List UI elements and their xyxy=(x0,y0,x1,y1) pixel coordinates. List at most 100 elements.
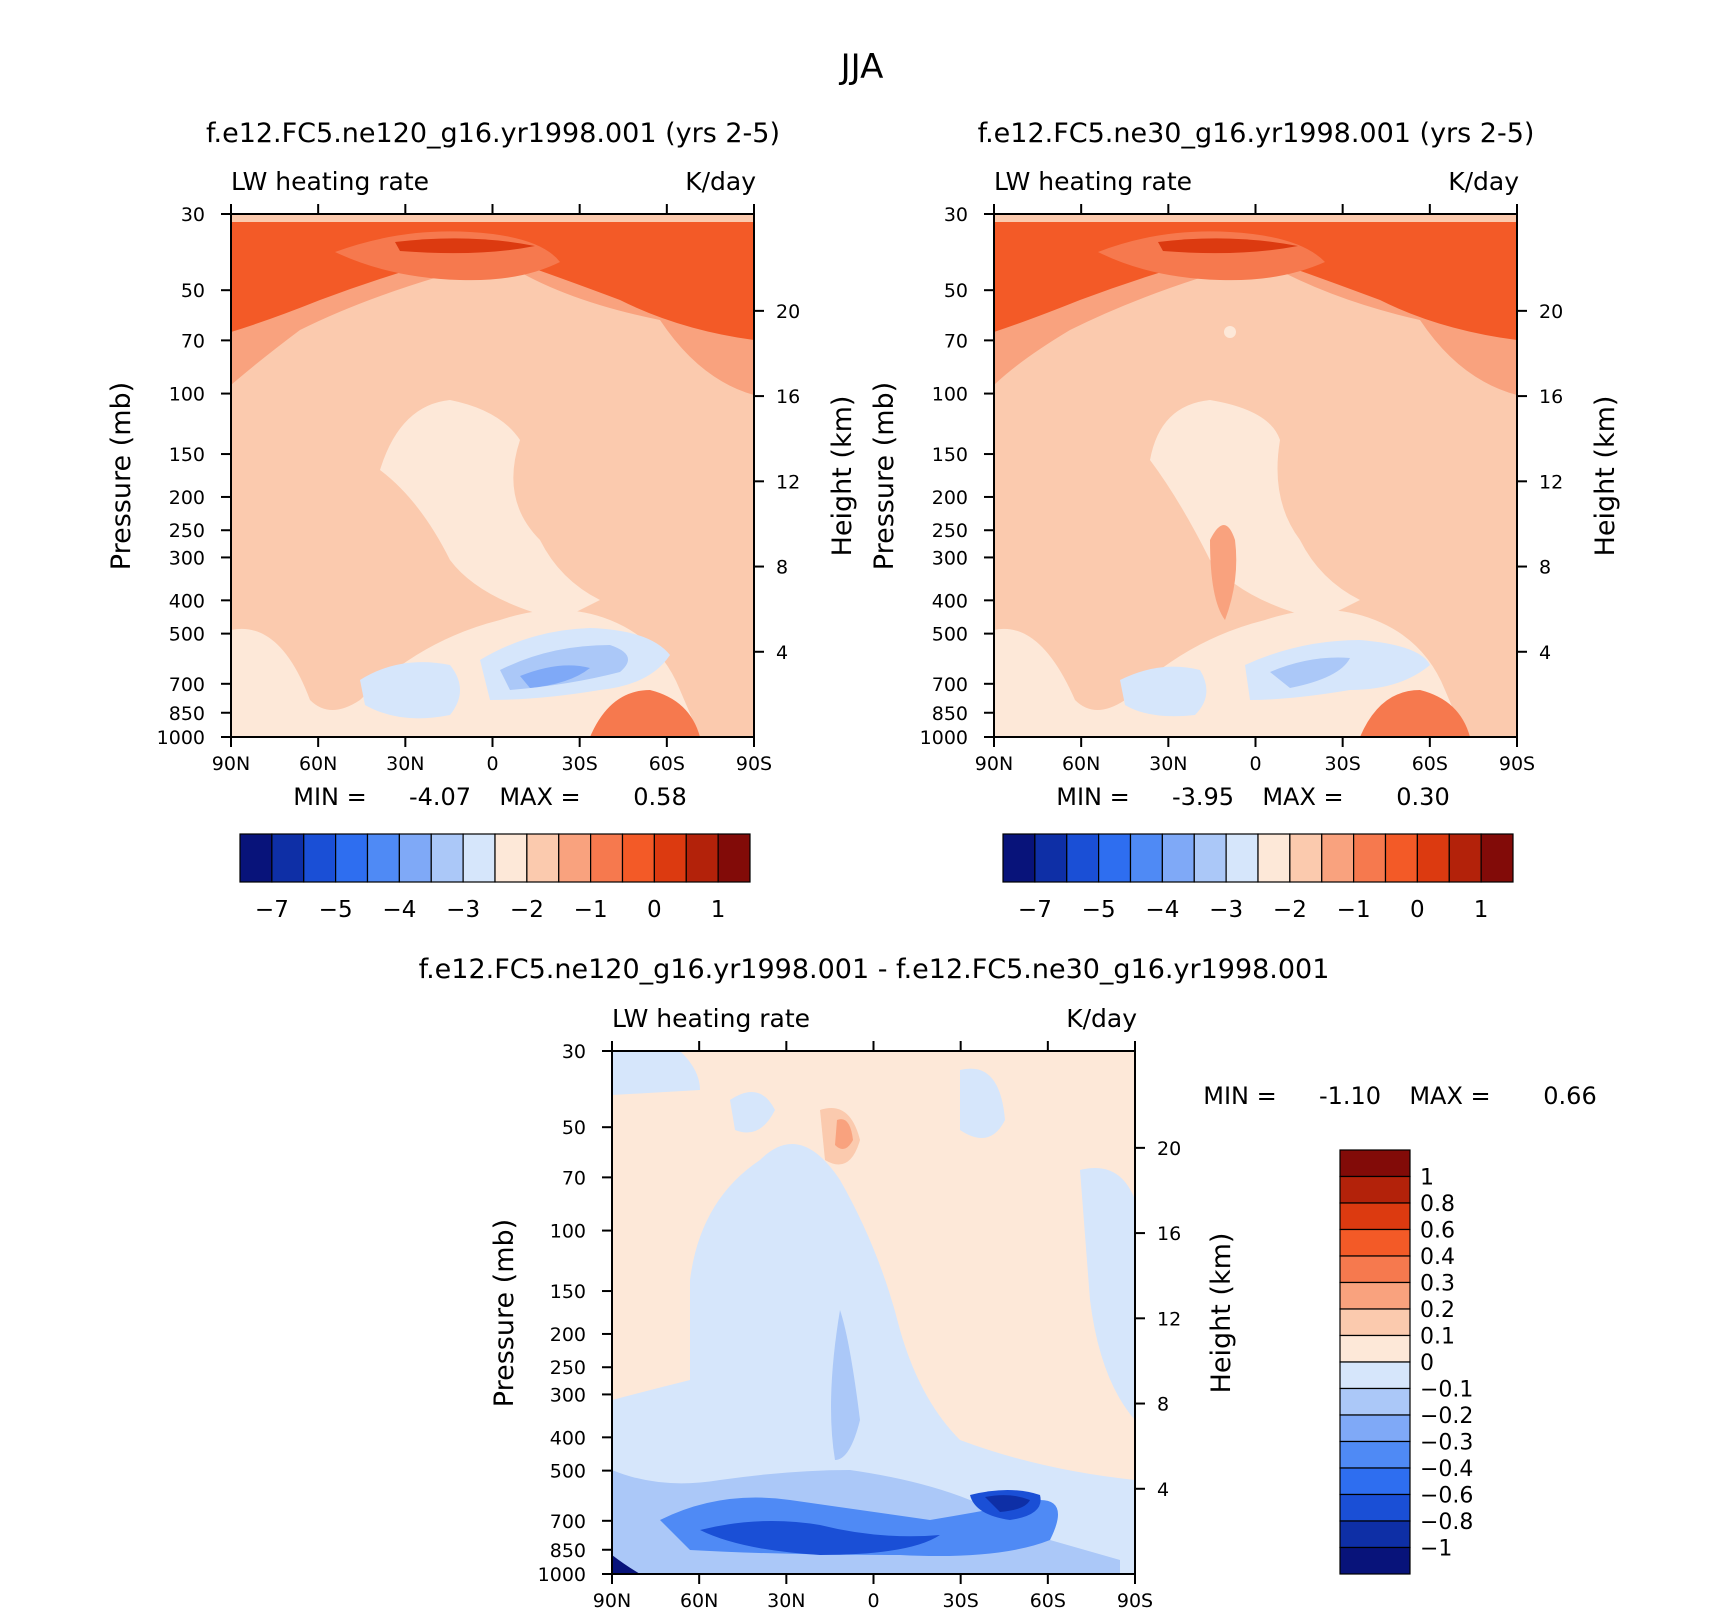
colorbar: −7 −5 −4 −3 −2 −1 0 1 xyxy=(1002,833,1514,923)
max-label: MAX = xyxy=(1262,783,1343,811)
colorbar-tick-label: 1 xyxy=(711,897,726,923)
x-tick-label: 30S xyxy=(562,753,598,775)
field-diff-blue-upper-right xyxy=(960,1068,1005,1138)
colorbar-tick-label: 0.1 xyxy=(1420,1325,1455,1350)
colorbar-swatch xyxy=(1448,833,1482,883)
colorbar-tick-label: −2 xyxy=(510,897,544,923)
colorbar-tick-label: −1 xyxy=(574,897,608,923)
colorbar-tick-label: 1 xyxy=(1474,897,1489,923)
y2-tick-label: 20 xyxy=(1157,1138,1181,1160)
y2-tick-label: 20 xyxy=(1539,301,1563,323)
colorbar-tick-label: −3 xyxy=(446,897,480,923)
colorbar-tick-label: −4 xyxy=(1145,897,1179,923)
y-tick-label: 500 xyxy=(932,624,968,646)
y2-tick-label: 16 xyxy=(1539,386,1563,408)
colorbar-swatch xyxy=(717,833,751,883)
panel-ne120: f.e12.FC5.ne120_g16.yr1998.001 (yrs 2-5)… xyxy=(106,118,858,923)
x-tick-label: 60S xyxy=(1412,753,1448,775)
colorbar-tick-label: −0.2 xyxy=(1420,1404,1473,1429)
field-lowlevel-blue1 xyxy=(1120,666,1207,717)
panel-ne30: f.e12.FC5.ne30_g16.yr1998.001 (yrs 2-5) … xyxy=(869,118,1621,923)
y-tick-label: 1000 xyxy=(920,727,968,749)
colorbar-swatch xyxy=(1480,833,1514,883)
colorbar-swatch xyxy=(1002,833,1036,883)
colorbar-swatch xyxy=(1161,833,1195,883)
x-tick-label: 30N xyxy=(767,1590,805,1611)
colorbar-tick-label: 0 xyxy=(647,897,662,923)
colorbar-tick-label: −4 xyxy=(382,897,416,923)
colorbar-swatch xyxy=(590,833,624,883)
y-tick-label: 700 xyxy=(169,674,205,696)
colorbar-swatch xyxy=(1193,833,1227,883)
colorbar-tick-label: 0.4 xyxy=(1420,1245,1455,1270)
max-label: MAX = xyxy=(1409,1082,1490,1110)
y-tick-label: 300 xyxy=(932,547,968,569)
x-tick-label: 30S xyxy=(943,1590,979,1611)
y-tick-label: 400 xyxy=(932,590,968,612)
colorbar-swatch xyxy=(1339,1546,1411,1575)
x-tick-label: 30N xyxy=(1149,753,1187,775)
colorbar-swatch xyxy=(430,833,464,883)
colorbar-swatch xyxy=(526,833,560,883)
y-tick-label: 1000 xyxy=(157,727,205,749)
y2-tick-label: 20 xyxy=(776,301,800,323)
colorbar-swatch xyxy=(1339,1361,1411,1390)
axes: 90N 60N 30N 0 30S 60S 90S 30 50 70 100 150 200 250 300… xyxy=(538,1041,1181,1611)
y2-tick-label: 4 xyxy=(1157,1479,1169,1501)
y-tick-label: 30 xyxy=(181,204,205,226)
y-tick-label: 300 xyxy=(550,1384,586,1406)
y-tick-label: 250 xyxy=(169,520,205,542)
y-axis-label: Pressure (mb) xyxy=(869,382,900,570)
colorbar-tick-label: 0.8 xyxy=(1420,1192,1455,1217)
colorbar-tick-label: 0.2 xyxy=(1420,1298,1455,1323)
x-tick-label: 0 xyxy=(867,1590,879,1611)
y2-axis-label: Height (km) xyxy=(1590,396,1621,557)
field-diff-blue-right xyxy=(1080,1168,1135,1420)
colorbar-swatch xyxy=(685,833,719,883)
colorbar-swatch xyxy=(1339,1493,1411,1522)
y-tick-label: 850 xyxy=(169,703,205,725)
y-tick-label: 700 xyxy=(550,1511,586,1533)
colorbar-swatch xyxy=(366,833,400,883)
colorbar-swatch xyxy=(494,833,528,883)
max-value: 0.58 xyxy=(633,783,686,811)
field-warm-column xyxy=(1210,525,1237,620)
colorbar-tick-label: −0.3 xyxy=(1420,1431,1473,1456)
y2-tick-label: 8 xyxy=(1539,557,1551,579)
y-tick-label: 250 xyxy=(932,520,968,542)
x-tick-label: 60N xyxy=(680,1590,718,1611)
min-value: -1.10 xyxy=(1319,1082,1381,1110)
y-tick-label: 30 xyxy=(944,204,968,226)
field-diff-blue-top xyxy=(730,1092,775,1133)
y2-tick-label: 12 xyxy=(776,471,800,493)
colorbar-swatch xyxy=(1098,833,1132,883)
y2-axis-label: Height (km) xyxy=(827,396,858,557)
y-tick-label: 150 xyxy=(169,444,205,466)
x-tick-label: 90S xyxy=(1499,753,1535,775)
colorbar-swatch xyxy=(1353,833,1387,883)
field-lowlevel-blue1 xyxy=(360,662,460,719)
x-tick-label: 90S xyxy=(736,753,772,775)
field-diff-surface-min xyxy=(612,1555,640,1574)
field-diff-blue-cell-core xyxy=(985,1495,1030,1512)
field-light-tongue xyxy=(380,400,600,620)
field-diff-column-blue xyxy=(831,1310,860,1460)
field-top-edge xyxy=(994,214,1517,222)
field-surface-warm xyxy=(590,690,700,737)
field-core xyxy=(395,238,535,254)
colorbar-swatch xyxy=(1384,833,1418,883)
y-tick-label: 200 xyxy=(932,487,968,509)
colorbar-swatch xyxy=(1339,1255,1411,1284)
x-tick-label: 60N xyxy=(299,753,337,775)
colorbar-swatch xyxy=(1321,833,1355,883)
colorbar-tick-label: −1 xyxy=(1420,1537,1452,1562)
colorbar-swatch xyxy=(1339,1440,1411,1469)
variable-label: LW heating rate xyxy=(994,167,1192,196)
colorbar-swatch xyxy=(1129,833,1163,883)
min-value: -3.95 xyxy=(1172,783,1234,811)
colorbar-tick-label: 0.6 xyxy=(1420,1219,1455,1244)
colorbar-tick-label: 0 xyxy=(1420,1351,1434,1376)
colorbar-swatch xyxy=(1339,1149,1411,1178)
colorbar-swatch xyxy=(1339,1387,1411,1416)
variable-label: LW heating rate xyxy=(612,1004,810,1033)
